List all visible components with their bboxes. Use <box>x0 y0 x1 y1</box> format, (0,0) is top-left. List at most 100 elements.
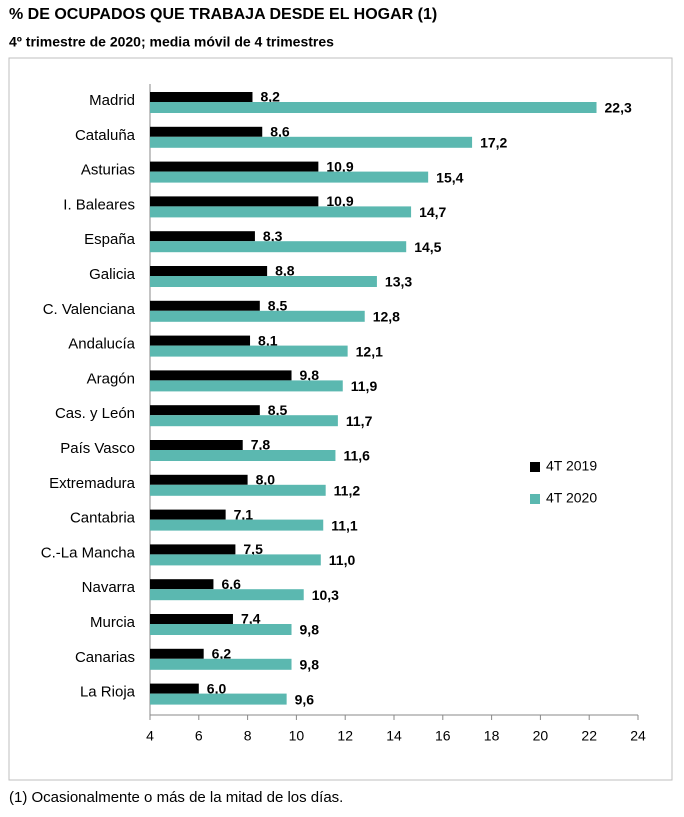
value-label: 14,5 <box>414 239 441 255</box>
legend-swatch <box>530 494 540 504</box>
bar <box>150 136 473 148</box>
footnote: (1) Ocasionalmente o más de la mitad de … <box>9 789 343 806</box>
bar <box>150 310 365 322</box>
x-tick-label: 12 <box>337 728 353 744</box>
y-tick-label: Cas. y León <box>55 405 135 422</box>
x-tick-label: 8 <box>244 728 252 744</box>
value-label: 10,9 <box>326 193 353 209</box>
value-label: 13,3 <box>385 274 412 290</box>
value-label: 8,3 <box>263 228 283 244</box>
bar <box>150 484 326 496</box>
bar <box>150 171 429 183</box>
x-tick-label: 22 <box>581 728 597 744</box>
y-tick-label: Asturias <box>81 162 135 179</box>
bar <box>150 415 338 427</box>
value-label: 8,6 <box>270 124 290 140</box>
y-tick-label: Andalucía <box>68 336 135 353</box>
y-tick-label: País Vasco <box>60 440 135 457</box>
bar <box>150 693 287 705</box>
y-tick-label: Extremadura <box>49 475 136 492</box>
bar <box>150 683 199 694</box>
value-label: 6,0 <box>207 680 227 696</box>
bar <box>150 624 292 635</box>
x-tick-label: 20 <box>533 728 549 744</box>
value-label: 9,8 <box>300 367 320 383</box>
value-label: 7,1 <box>234 506 254 522</box>
bar <box>150 648 204 659</box>
y-tick-label: La Rioja <box>80 684 136 701</box>
bar <box>150 380 343 392</box>
value-label: 8,0 <box>256 472 276 488</box>
y-tick-label: Cantabria <box>70 510 136 527</box>
bar <box>150 276 377 287</box>
y-tick-label: Aragón <box>87 370 135 387</box>
bar <box>150 519 324 531</box>
chart-subtitle: 4º trimestre de 2020; media móvil de 4 t… <box>9 34 334 50</box>
value-label: 11,1 <box>331 517 358 533</box>
value-label: 9,8 <box>300 622 320 638</box>
y-tick-label: I. Baleares <box>63 196 135 213</box>
bar <box>150 579 214 590</box>
y-tick-label: Madrid <box>89 92 135 109</box>
chart-frame <box>8 57 673 781</box>
x-tick-label: 18 <box>484 728 500 744</box>
x-tick-label: 24 <box>630 728 646 744</box>
bar <box>150 405 260 416</box>
y-tick-label: C.-La Mancha <box>41 544 136 561</box>
legend-swatch <box>530 462 540 472</box>
bar <box>150 370 292 381</box>
x-tick-label: 14 <box>386 728 402 744</box>
bar <box>150 196 319 207</box>
bar <box>150 614 233 624</box>
value-label: 7,4 <box>241 611 261 627</box>
legend-label: 4T 2019 <box>546 458 597 474</box>
bar <box>150 440 243 450</box>
value-label: 8,2 <box>260 89 280 105</box>
bar <box>150 345 348 357</box>
y-tick-label: Cataluña <box>75 127 136 144</box>
value-label: 8,8 <box>275 263 295 279</box>
value-label: 11,7 <box>346 413 373 429</box>
y-tick-label: Murcia <box>90 614 136 631</box>
legend-label: 4T 2020 <box>546 490 597 506</box>
value-label: 7,5 <box>243 541 263 557</box>
bar <box>150 474 248 485</box>
value-label: 22,3 <box>605 100 632 116</box>
value-label: 7,8 <box>251 437 271 453</box>
value-label: 6,2 <box>212 646 232 662</box>
value-label: 10,9 <box>326 158 353 174</box>
bar <box>150 300 260 311</box>
bar <box>150 126 263 137</box>
bar <box>150 544 236 555</box>
bar <box>150 554 321 566</box>
value-label: 9,6 <box>295 691 315 707</box>
bar <box>150 266 268 276</box>
y-tick-label: Galicia <box>89 266 136 283</box>
value-label: 11,2 <box>334 483 361 499</box>
x-tick-label: 16 <box>435 728 451 744</box>
value-label: 17,2 <box>480 135 507 151</box>
bar <box>150 231 255 242</box>
bar <box>150 450 336 461</box>
bar <box>150 589 304 601</box>
value-label: 8,5 <box>268 298 288 314</box>
x-tick-label: 4 <box>146 728 154 744</box>
value-label: 6,6 <box>221 576 241 592</box>
bar <box>150 658 292 670</box>
value-label: 8,1 <box>258 332 278 348</box>
value-label: 12,8 <box>373 309 400 325</box>
value-label: 15,4 <box>436 169 463 185</box>
bar <box>150 102 597 113</box>
value-label: 8,5 <box>268 402 288 418</box>
x-tick-label: 10 <box>289 728 305 744</box>
bar <box>150 161 319 172</box>
value-label: 12,1 <box>356 343 383 359</box>
value-label: 9,8 <box>300 657 320 673</box>
value-label: 11,6 <box>343 448 370 464</box>
x-tick-label: 6 <box>195 728 203 744</box>
bar <box>150 509 226 520</box>
y-tick-label: Navarra <box>82 579 136 596</box>
bar <box>150 335 251 346</box>
value-label: 14,7 <box>419 204 446 220</box>
